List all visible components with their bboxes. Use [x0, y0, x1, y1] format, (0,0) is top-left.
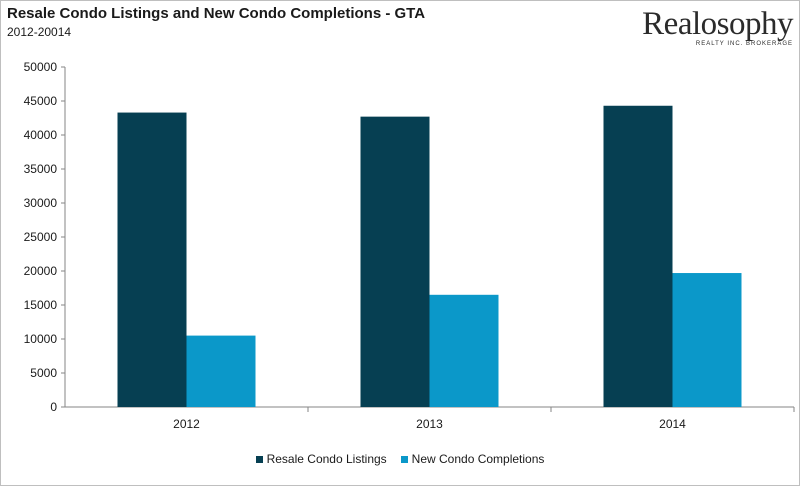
bar-resale	[360, 116, 430, 407]
bar-new	[429, 294, 499, 407]
x-tick-label: 2013	[416, 417, 443, 431]
y-tick-label: 10000	[24, 332, 58, 346]
x-tick-label: 2012	[173, 417, 200, 431]
legend-label-new: New Condo Completions	[411, 452, 545, 466]
bar-new	[186, 335, 256, 407]
y-tick-label: 30000	[24, 196, 58, 210]
chart-title: Resale Condo Listings and New Condo Comp…	[7, 5, 426, 22]
x-tick-label: 2014	[659, 417, 686, 431]
chart-subtitle: 2012-20014	[7, 25, 72, 39]
y-tick-label: 25000	[24, 230, 58, 244]
bar-resale	[117, 112, 187, 407]
y-tick-label: 50000	[24, 60, 58, 74]
legend-label-resale: Resale Condo Listings	[266, 452, 387, 466]
y-tick-label: 0	[50, 400, 57, 414]
bar-new	[672, 273, 742, 407]
chart-bars	[117, 105, 742, 407]
y-tick-label: 20000	[24, 264, 58, 278]
legend-swatch-resale	[255, 455, 263, 463]
y-tick-label: 15000	[24, 298, 58, 312]
y-tick-label: 45000	[24, 94, 58, 108]
logo-wordmark: Realosophy	[642, 6, 793, 42]
chart-legend: Resale Condo Listings New Condo Completi…	[0, 452, 800, 466]
y-tick-label: 35000	[24, 162, 58, 176]
bar-resale	[603, 105, 673, 407]
y-tick-label: 5000	[30, 366, 57, 380]
legend-swatch-new	[400, 455, 408, 463]
chart-tick-labels: 0 5000 10000 15000 20000 25000 30000 35000 40000…	[24, 60, 687, 431]
logo-tagline: REALTY INC. BROKERAGE	[695, 41, 793, 47]
y-tick-label: 40000	[24, 128, 58, 142]
legend-item-new: New Condo Completions	[400, 452, 545, 466]
legend-item-resale: Resale Condo Listings	[255, 452, 387, 466]
brand-logo: Realosophy REALTY INC. BROKERAGE	[642, 6, 793, 48]
